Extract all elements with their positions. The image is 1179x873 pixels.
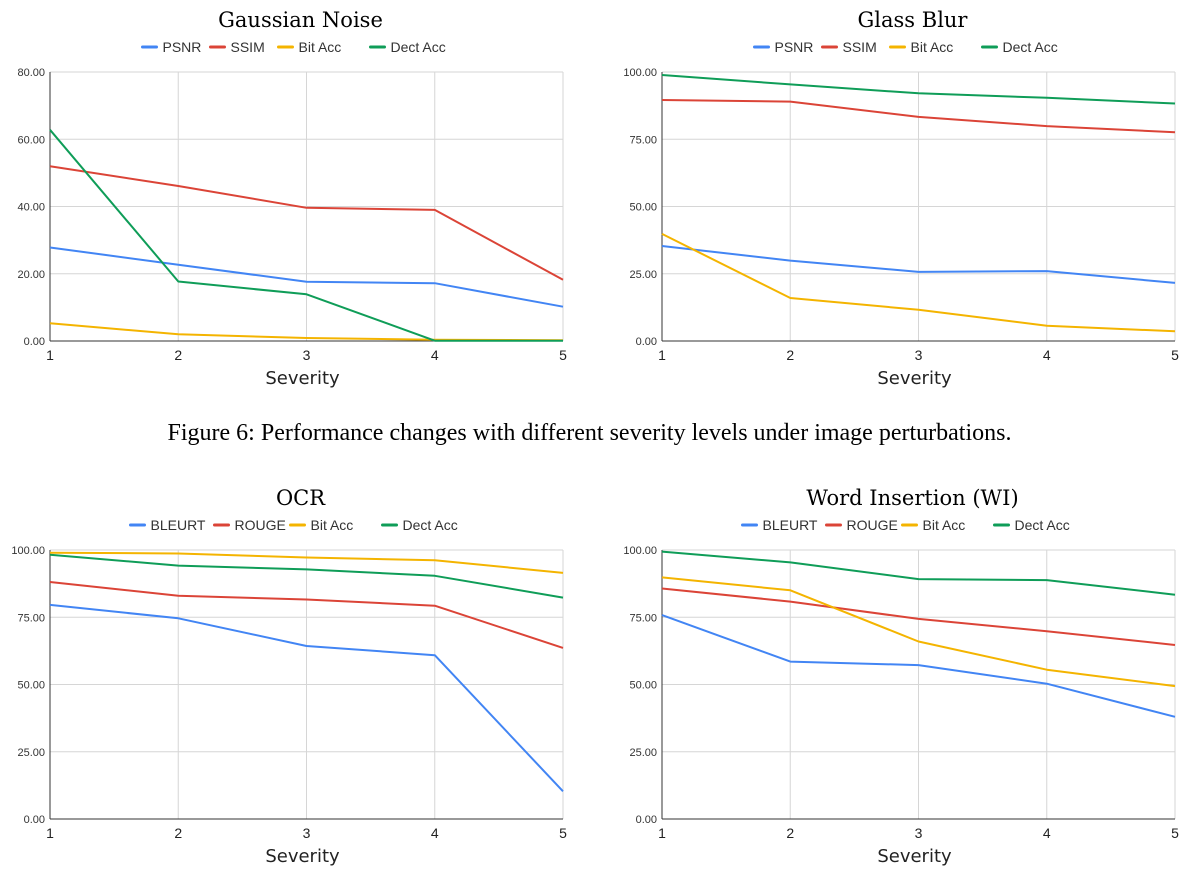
series-line-bit-acc	[661, 233, 1176, 333]
xtick-label: 2	[786, 347, 794, 363]
series-line-dect-acc	[49, 553, 564, 599]
legend-label-bit-acc: Bit Acc	[311, 517, 354, 533]
ytick-label: 40.00	[17, 202, 45, 214]
xtick-label: 3	[303, 347, 311, 363]
legend-label-bit-acc: Bit Acc	[299, 39, 342, 55]
xtick-label: 1	[46, 347, 54, 363]
chart-svg: Gaussian Noise PSNR SSIM Bit Acc Dect Acc 0.0…	[17, 8, 567, 389]
x-axis-label: Severity	[265, 846, 340, 867]
legend-label-ssim: SSIM	[231, 39, 265, 55]
ytick-label: 50.00	[17, 680, 45, 692]
ytick-label: 75.00	[629, 612, 657, 624]
legend-label-bit-acc: Bit Acc	[911, 39, 954, 55]
chart-glass-blur: Glass Blur PSNR SSIM Bit Acc Dect Acc 0.00 25.…	[612, 0, 1179, 395]
series-line-bit-acc	[661, 576, 1176, 688]
chart-svg: Glass Blur PSNR SSIM Bit Acc Dect Acc 0.00 25.…	[623, 8, 1179, 389]
xtick-label: 4	[431, 347, 439, 363]
series-line-dect-acc	[661, 74, 1176, 105]
xtick-label: 5	[1171, 347, 1179, 363]
legend-label-rouge: ROUGE	[847, 517, 898, 533]
series-line-dect-acc	[49, 129, 563, 342]
xtick-label: 5	[559, 825, 567, 841]
legend-label-dect-acc: Dect Acc	[1015, 517, 1070, 533]
xtick-label: 1	[658, 347, 666, 363]
series-line-psnr	[49, 246, 564, 308]
chart-title: OCR	[276, 486, 326, 510]
ytick-label: 75.00	[17, 612, 45, 624]
ytick-label: 50.00	[629, 680, 657, 692]
xtick-label: 2	[786, 825, 794, 841]
ytick-label: 100.00	[623, 545, 657, 557]
series-line-rouge	[661, 587, 1176, 646]
legend-label-dect-acc: Dect Acc	[403, 517, 458, 533]
ytick-label: 100.00	[11, 545, 45, 557]
chart-svg: Word Insertion (WI) BLEURT ROUGE Bit Acc Dec…	[623, 486, 1179, 867]
chart-gaussian-noise: Gaussian Noise PSNR SSIM Bit Acc Dect Acc 0.0…	[0, 0, 567, 395]
chart-word-insertion: Word Insertion (WI) BLEURT ROUGE Bit Acc Dec…	[612, 478, 1179, 873]
ytick-label: 0.00	[636, 336, 657, 348]
figure-caption: Figure 6: Performance changes with diffe…	[167, 420, 1012, 446]
series-line-dect-acc	[661, 550, 1176, 596]
legend-label-rouge: ROUGE	[235, 517, 286, 533]
xtick-label: 1	[658, 825, 666, 841]
ytick-label: 20.00	[17, 269, 45, 281]
series-line-bleurt	[661, 614, 1176, 718]
legend-label-bit-acc: Bit Acc	[923, 517, 966, 533]
xtick-label: 3	[915, 825, 923, 841]
legend-label-psnr: PSNR	[775, 39, 814, 55]
ytick-label: 25.00	[17, 747, 45, 759]
legend-label-psnr: PSNR	[163, 39, 202, 55]
xtick-label: 3	[303, 825, 311, 841]
xtick-label: 5	[559, 347, 567, 363]
ytick-label: 0.00	[636, 814, 657, 826]
chart-title: Gaussian Noise	[218, 8, 383, 32]
xtick-label: 5	[1171, 825, 1179, 841]
legend-label-dect-acc: Dect Acc	[1003, 39, 1058, 55]
ytick-label: 100.00	[623, 67, 657, 79]
series-line-bit-acc	[49, 551, 564, 574]
series-line-bleurt	[49, 603, 564, 792]
chart-title: Glass Blur	[858, 8, 969, 32]
ytick-label: 60.00	[17, 134, 45, 146]
x-axis-label: Severity	[877, 368, 952, 389]
xtick-label: 3	[915, 347, 923, 363]
xtick-label: 4	[1043, 347, 1051, 363]
series-line-ssim	[661, 99, 1176, 134]
series-line-ssim	[49, 165, 564, 281]
x-axis-label: Severity	[877, 846, 952, 867]
series-line-psnr	[661, 245, 1176, 284]
chart-title: Word Insertion (WI)	[806, 486, 1018, 510]
ytick-label: 25.00	[629, 747, 657, 759]
ytick-label: 0.00	[24, 814, 45, 826]
ytick-label: 75.00	[629, 134, 657, 146]
chart-ocr: OCR BLEURT ROUGE Bit Acc Dect Acc 0.00 25.00 50…	[0, 478, 567, 873]
xtick-label: 4	[1043, 825, 1051, 841]
ytick-label: 50.00	[629, 202, 657, 214]
series-line-rouge	[49, 581, 564, 649]
xtick-label: 2	[174, 347, 182, 363]
ytick-label: 80.00	[17, 67, 45, 79]
xtick-label: 1	[46, 825, 54, 841]
x-axis-label: Severity	[265, 368, 340, 389]
legend-label-ssim: SSIM	[843, 39, 877, 55]
legend-label-bleurt: BLEURT	[763, 517, 818, 533]
xtick-label: 2	[174, 825, 182, 841]
chart-svg: OCR BLEURT ROUGE Bit Acc Dect Acc 0.00 25.00 50…	[11, 486, 567, 867]
legend-label-dect-acc: Dect Acc	[391, 39, 446, 55]
ytick-label: 25.00	[629, 269, 657, 281]
legend-label-bleurt: BLEURT	[151, 517, 206, 533]
ytick-label: 0.00	[24, 336, 45, 348]
xtick-label: 4	[431, 825, 439, 841]
